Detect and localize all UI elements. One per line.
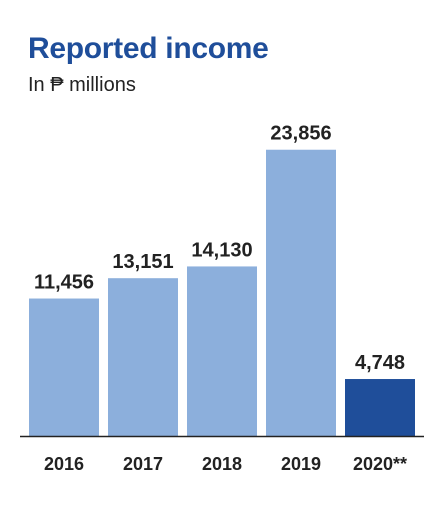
bar-2016 — [29, 298, 99, 436]
x-tick-labels-group: 2016 2017 2018 2019 2020** — [44, 454, 407, 474]
chart-subtitle: In ₱ millions — [28, 74, 136, 96]
value-label-2020: 4,748 — [355, 352, 405, 374]
bar-2019 — [266, 149, 336, 436]
value-label-2018: 14,130 — [191, 239, 252, 261]
x-tick-label-2017: 2017 — [123, 454, 163, 474]
bars-group — [29, 149, 415, 436]
value-label-2016: 11,456 — [34, 272, 94, 294]
x-tick-label-2018: 2018 — [202, 454, 242, 474]
x-tick-label-2020: 2020** — [353, 454, 407, 474]
bar-2017 — [108, 278, 178, 436]
value-labels-group: 11,456 13,151 14,130 23,856 4,748 — [34, 123, 405, 374]
value-label-2017: 13,151 — [112, 251, 173, 273]
bar-2020 — [345, 379, 415, 436]
chart-title: Reported income — [28, 32, 269, 65]
x-tick-label-2019: 2019 — [281, 454, 321, 474]
bar-2018 — [187, 266, 257, 436]
x-tick-label-2016: 2016 — [44, 454, 84, 474]
value-label-2019: 23,856 — [270, 123, 331, 145]
